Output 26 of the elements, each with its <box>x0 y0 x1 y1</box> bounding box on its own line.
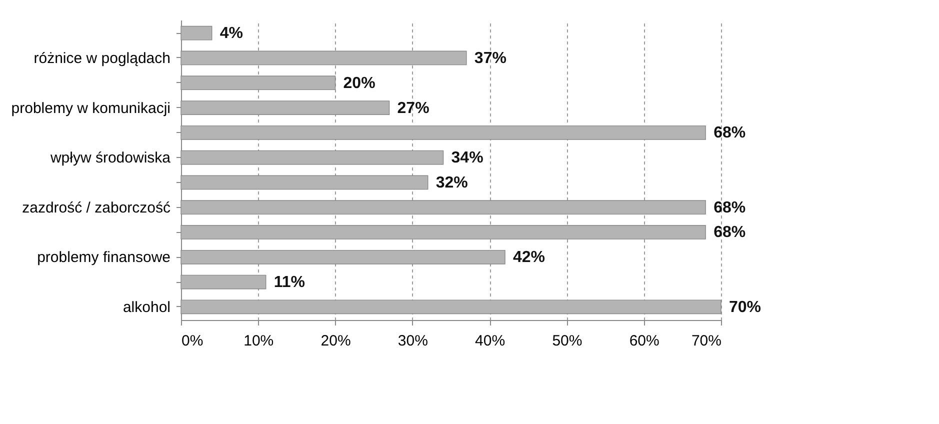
y-tick-label: problemy finansowe <box>37 249 170 266</box>
y-tick-label: problemy w komunikacji <box>11 100 170 117</box>
data-label: 4% <box>220 25 243 42</box>
data-label: 68% <box>714 199 746 216</box>
x-tick-label: 0% <box>182 332 204 350</box>
x-tick-label: 20% <box>320 332 351 350</box>
data-label: 27% <box>397 100 430 117</box>
data-label: 68% <box>714 224 746 242</box>
data-label: 68% <box>714 124 746 142</box>
x-tick-label: 60% <box>629 332 660 350</box>
data-label: 32% <box>436 174 468 192</box>
x-tick-label: 50% <box>552 332 582 350</box>
x-tick-label: 10% <box>244 332 274 350</box>
data-label: 70% <box>729 298 762 316</box>
data-label: 34% <box>451 150 484 167</box>
y-tick-label: alkohol <box>122 298 170 316</box>
x-tick-label: 70% <box>691 332 722 350</box>
data-label: 42% <box>513 249 546 266</box>
y-tick-label: różnice w poglądach <box>34 50 170 67</box>
data-label: 20% <box>343 74 376 92</box>
x-tick-label: 40% <box>475 332 506 350</box>
x-tick-label: 30% <box>398 332 428 350</box>
y-tick-label: wpływ środowiska <box>49 150 172 167</box>
data-label: 37% <box>474 50 506 67</box>
y-tick-label: zazdrość / zaborczość <box>22 199 171 216</box>
data-label: 11% <box>274 274 305 292</box>
